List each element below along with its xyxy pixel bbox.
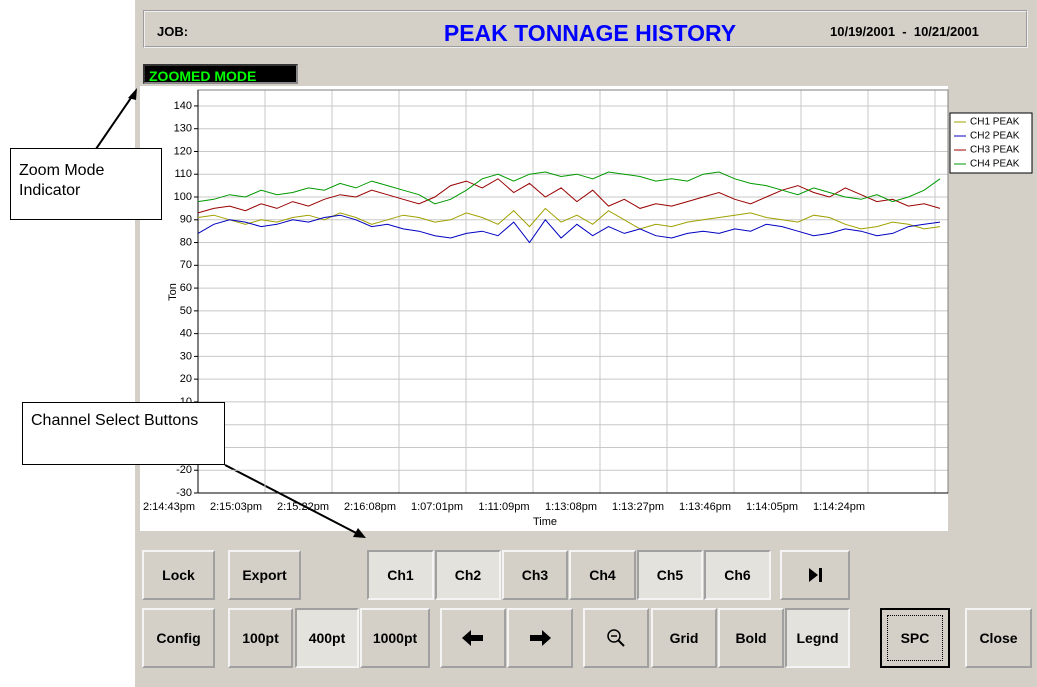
x-tick-label: 1:13:46pm (679, 501, 731, 513)
callout: Zoom Mode Indicator (10, 148, 162, 220)
button[interactable] (583, 608, 649, 668)
button[interactable]: Ch1 (367, 550, 434, 600)
arrow-head (353, 528, 366, 538)
x-axis-title: Time (533, 516, 557, 528)
y-tick-label: 110 (174, 168, 192, 180)
button[interactable]: Ch2 (435, 550, 501, 600)
x-tick-label: 1:11:09pm (478, 501, 529, 513)
button[interactable]: Legnd (785, 608, 850, 668)
y-tick-label: 30 (180, 350, 192, 362)
y-tick-label: 90 (180, 214, 192, 226)
button[interactable]: 400pt (295, 608, 359, 668)
y-axis-title: Ton (167, 283, 179, 301)
title: PEAK TONNAGE HISTORY (443, 20, 737, 46)
icon-skip-end (809, 568, 822, 582)
mode-indicator: ZOOMED MODE (143, 64, 298, 84)
graph-area (140, 86, 948, 531)
y-tick-label: 40 (180, 328, 192, 340)
button[interactable]: Grid (651, 608, 717, 668)
series-line (197, 171, 941, 205)
x-tick-label: 1:13:27pm (612, 501, 664, 513)
callout-arrow (224, 464, 361, 536)
y-tick-label: 70 (180, 259, 192, 271)
y-tick-label: 80 (180, 236, 192, 248)
button[interactable]: Lock (142, 550, 215, 600)
job-label: JOB: (157, 24, 189, 39)
legend-label: CH3 PEAK (970, 145, 1020, 156)
button[interactable]: Ch4 (569, 550, 636, 600)
button[interactable]: Bold (718, 608, 784, 668)
y-tick-label: 140 (174, 100, 192, 112)
icon-zoom-out (607, 629, 625, 647)
y-tick-label: 60 (180, 282, 192, 294)
button[interactable] (507, 608, 573, 668)
legend-label: CH2 PEAK (970, 131, 1020, 142)
button[interactable]: Ch5 (637, 550, 703, 600)
plot-frame (197, 89, 949, 494)
y-tick-label: -20 (176, 464, 192, 476)
y-tick-label: 20 (180, 373, 192, 385)
callout: Channel Select Buttons (22, 402, 225, 465)
x-tick-label: 2:15:22pm (277, 501, 329, 513)
y-tick-label: 100 (174, 191, 192, 203)
icon-right (530, 630, 551, 646)
series-line (197, 214, 941, 244)
y-tick-label: -30 (176, 487, 192, 499)
y-tick-label: 50 (180, 305, 192, 317)
button[interactable] (440, 608, 506, 668)
legend-label: CH4 PEAK (970, 159, 1020, 170)
x-tick-label: 2:14:43pm (143, 501, 195, 513)
button[interactable]: Close (965, 608, 1032, 668)
series-line (197, 207, 941, 230)
series-line (197, 178, 941, 214)
arrow-head (128, 88, 137, 100)
x-tick-label: 1:07:01pm (411, 501, 463, 513)
button[interactable]: 100pt (228, 608, 293, 668)
button[interactable]: SPC (880, 608, 950, 668)
x-tick-label: 2:15:03pm (210, 501, 262, 513)
button[interactable]: Export (228, 550, 301, 600)
icon-left (462, 630, 483, 646)
button[interactable] (780, 550, 850, 600)
x-tick-label: 2:16:08pm (344, 501, 396, 513)
legend-label: CH1 PEAK (970, 117, 1020, 128)
x-tick-label: 1:14:05pm (746, 501, 798, 513)
y-tick-label: 130 (174, 123, 192, 135)
button[interactable]: Ch6 (704, 550, 771, 600)
legend-box (949, 112, 1033, 174)
button[interactable]: Ch3 (502, 550, 568, 600)
x-tick-label: 1:14:24pm (813, 501, 865, 513)
date-range: 10/19/2001 - 10/21/2001 (830, 24, 979, 39)
button[interactable]: 1000pt (360, 608, 430, 668)
button[interactable]: Config (142, 608, 215, 668)
x-tick-label: 1:13:08pm (545, 501, 597, 513)
y-tick-label: 120 (174, 145, 192, 157)
header-bar (143, 10, 1028, 48)
